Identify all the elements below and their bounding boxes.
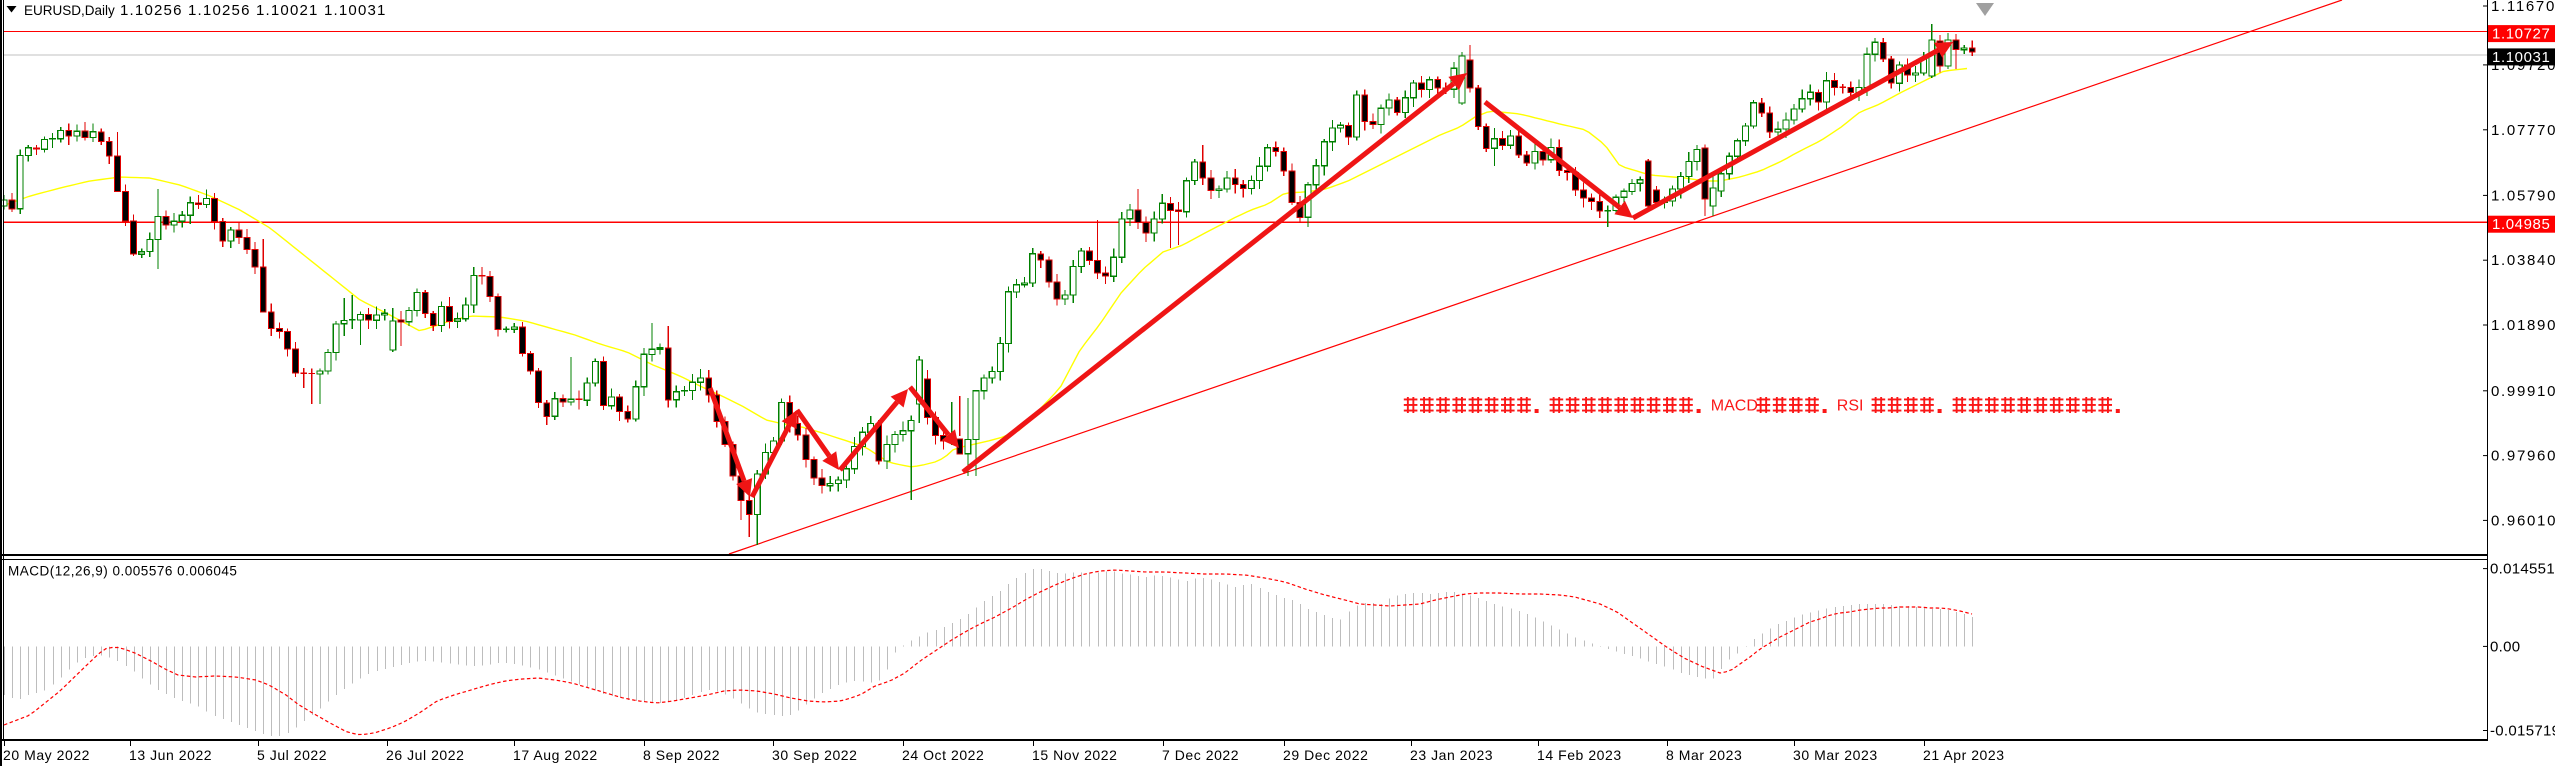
svg-text:15 Nov 2022: 15 Nov 2022 (1032, 747, 1117, 763)
svg-text:1.10256 1.10256 1.10021 1.1003: 1.10256 1.10256 1.10021 1.10031 (120, 2, 387, 19)
svg-text:0.97960: 0.97960 (2491, 448, 2555, 465)
svg-text:1.10727: 1.10727 (2492, 26, 2550, 43)
svg-text:8 Mar 2023: 8 Mar 2023 (1666, 747, 1742, 763)
svg-text:0.00: 0.00 (2490, 638, 2520, 655)
svg-text:29 Dec 2022: 29 Dec 2022 (1283, 747, 1368, 763)
svg-text:0.96010: 0.96010 (2491, 512, 2555, 529)
svg-text:30 Mar 2023: 30 Mar 2023 (1793, 747, 1878, 763)
svg-text:1.10031: 1.10031 (2492, 49, 2550, 66)
svg-text:MACD: MACD (1711, 398, 1758, 415)
svg-text:5 Jul 2022: 5 Jul 2022 (257, 747, 327, 763)
svg-text:23 Jan 2023: 23 Jan 2023 (1410, 747, 1493, 763)
svg-text:1.01890: 1.01890 (2491, 317, 2555, 334)
svg-text:RSI: RSI (1837, 398, 1864, 415)
svg-text:24 Oct 2022: 24 Oct 2022 (902, 747, 984, 763)
svg-text:14 Feb 2023: 14 Feb 2023 (1537, 747, 1622, 763)
svg-text:13 Jun 2022: 13 Jun 2022 (129, 747, 212, 763)
svg-text:1.04985: 1.04985 (2492, 216, 2550, 233)
svg-text:0.014551: 0.014551 (2490, 561, 2555, 578)
svg-text:1.07770: 1.07770 (2491, 122, 2555, 139)
svg-text:26 Jul 2022: 26 Jul 2022 (386, 747, 464, 763)
svg-text:7 Dec 2022: 7 Dec 2022 (1162, 747, 1239, 763)
svg-text:21 Apr 2023: 21 Apr 2023 (1923, 747, 2005, 763)
svg-text:1.11670: 1.11670 (2491, 0, 2555, 15)
svg-text:30 Sep 2022: 30 Sep 2022 (772, 747, 857, 763)
svg-text:1.03840: 1.03840 (2491, 252, 2555, 269)
svg-text:17 Aug 2022: 17 Aug 2022 (513, 747, 598, 763)
svg-text:0.99910: 0.99910 (2491, 383, 2555, 400)
svg-text:1.05790: 1.05790 (2491, 187, 2555, 204)
svg-text:8 Sep 2022: 8 Sep 2022 (643, 747, 720, 763)
svg-text:-0.015719: -0.015719 (2490, 723, 2555, 740)
svg-text:MACD(12,26,9) 0.005576 0.00604: MACD(12,26,9) 0.005576 0.006045 (8, 564, 237, 579)
svg-text:20 May 2022: 20 May 2022 (3, 747, 90, 763)
svg-text:EURUSD,Daily: EURUSD,Daily (24, 3, 115, 18)
